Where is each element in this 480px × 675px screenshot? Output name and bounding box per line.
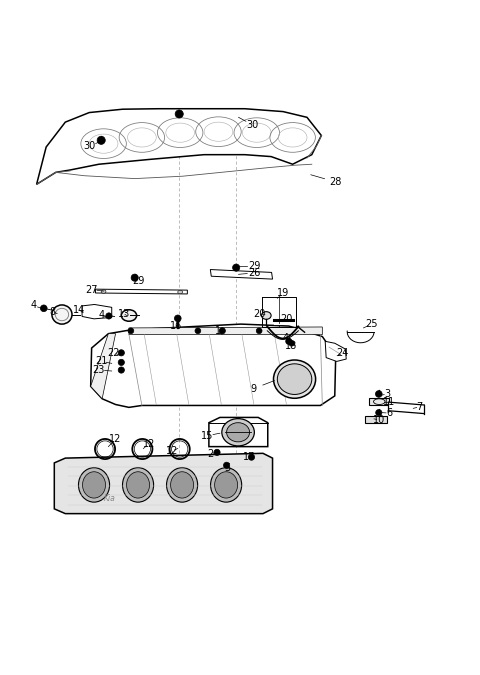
Text: 21: 21	[95, 356, 108, 367]
Ellipse shape	[262, 312, 271, 319]
Ellipse shape	[121, 310, 137, 321]
Ellipse shape	[248, 454, 254, 460]
Ellipse shape	[289, 340, 295, 346]
Text: 7: 7	[416, 402, 422, 412]
Text: 4: 4	[98, 310, 104, 320]
Ellipse shape	[233, 264, 240, 271]
Text: 16: 16	[170, 321, 182, 331]
Ellipse shape	[118, 359, 124, 365]
Text: 26: 26	[248, 268, 261, 278]
Ellipse shape	[222, 418, 254, 446]
Text: 12: 12	[143, 439, 155, 449]
Ellipse shape	[128, 328, 134, 333]
Polygon shape	[209, 417, 268, 447]
Text: 19: 19	[277, 288, 289, 298]
Polygon shape	[129, 327, 323, 335]
Text: 25: 25	[365, 319, 378, 329]
Ellipse shape	[219, 327, 226, 334]
Ellipse shape	[78, 468, 109, 502]
Text: 3: 3	[384, 389, 390, 399]
Text: 18: 18	[285, 341, 297, 350]
Polygon shape	[91, 324, 336, 408]
Polygon shape	[325, 342, 346, 361]
Ellipse shape	[40, 305, 47, 312]
Polygon shape	[210, 269, 273, 279]
Text: 14: 14	[72, 305, 85, 315]
Ellipse shape	[174, 315, 181, 322]
Ellipse shape	[224, 462, 230, 468]
Text: 10: 10	[372, 415, 385, 425]
Ellipse shape	[106, 313, 112, 319]
Text: 11: 11	[383, 397, 396, 406]
Ellipse shape	[227, 423, 250, 442]
Polygon shape	[54, 454, 273, 514]
Text: 20: 20	[253, 308, 265, 319]
Ellipse shape	[52, 305, 72, 324]
Text: 2: 2	[207, 449, 214, 459]
Ellipse shape	[256, 328, 262, 333]
Text: 17: 17	[243, 452, 256, 462]
Ellipse shape	[195, 328, 201, 333]
Polygon shape	[36, 109, 322, 184]
Ellipse shape	[376, 410, 382, 416]
Text: Kia: Kia	[104, 494, 115, 503]
Ellipse shape	[118, 367, 124, 373]
Text: 30: 30	[83, 141, 96, 151]
Ellipse shape	[97, 136, 105, 144]
Ellipse shape	[286, 338, 292, 344]
Ellipse shape	[170, 472, 193, 498]
Ellipse shape	[274, 360, 316, 398]
Text: 29: 29	[132, 276, 145, 286]
Ellipse shape	[101, 290, 106, 293]
Text: 28: 28	[330, 177, 342, 187]
Text: 12: 12	[166, 446, 178, 456]
Text: 8: 8	[49, 306, 56, 317]
Ellipse shape	[83, 472, 106, 498]
Text: 30: 30	[246, 119, 258, 130]
Ellipse shape	[211, 468, 241, 502]
Text: 4: 4	[283, 333, 289, 344]
Polygon shape	[369, 398, 389, 406]
Ellipse shape	[127, 472, 150, 498]
Ellipse shape	[131, 274, 138, 281]
Ellipse shape	[167, 468, 198, 502]
Text: 23: 23	[93, 365, 105, 375]
Text: 5: 5	[224, 462, 230, 472]
Text: 22: 22	[107, 348, 120, 358]
Polygon shape	[365, 416, 387, 423]
Text: 1: 1	[216, 326, 222, 335]
Text: 27: 27	[85, 285, 98, 295]
Ellipse shape	[375, 391, 382, 398]
Text: 12: 12	[109, 434, 122, 444]
Ellipse shape	[122, 468, 154, 502]
Polygon shape	[91, 333, 116, 399]
Polygon shape	[96, 289, 187, 294]
Ellipse shape	[178, 290, 182, 294]
Text: 6: 6	[386, 408, 392, 418]
Polygon shape	[82, 304, 112, 319]
Ellipse shape	[175, 110, 183, 118]
Ellipse shape	[214, 450, 220, 456]
Ellipse shape	[118, 350, 124, 356]
Text: 4: 4	[30, 300, 36, 310]
Text: 29: 29	[248, 261, 261, 271]
Text: 20: 20	[280, 315, 292, 324]
Ellipse shape	[277, 364, 312, 394]
Text: 13: 13	[118, 308, 130, 319]
Ellipse shape	[215, 472, 238, 498]
Text: 24: 24	[336, 348, 349, 358]
Text: 9: 9	[251, 383, 256, 394]
Text: 15: 15	[201, 431, 214, 441]
